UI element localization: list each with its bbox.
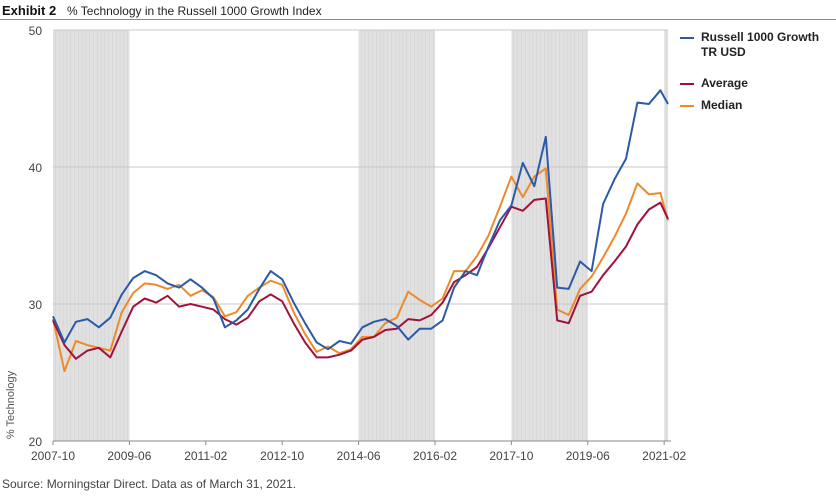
chart-title: % Technology in the Russell 1000 Growth …: [67, 4, 322, 18]
x-tick-label-2007-10: 2007-10: [31, 449, 75, 463]
x-tick-label-2009-06: 2009-06: [107, 449, 151, 463]
chart-legend: Russell 1000 Growth TR USD Average Media…: [678, 28, 828, 118]
x-tick-label-2014-06: 2014-06: [337, 449, 381, 463]
x-tick-label-2016-02: 2016-02: [413, 449, 457, 463]
legend-label-average: Average: [701, 76, 748, 90]
shaded-period-4: [664, 30, 668, 441]
shaded-hatch-2: [360, 30, 434, 441]
x-tick-label-2019-06: 2019-06: [566, 449, 610, 463]
chart-header: Exhibit 2 % Technology in the Russell 10…: [0, 0, 836, 22]
x-tick-label-2021-02: 2021-02: [642, 449, 686, 463]
series-line-average: [52, 197, 669, 360]
y-tick-label-50: 50: [29, 24, 43, 38]
shaded-period-2: [358, 30, 435, 441]
legend-swatch-russell: [680, 37, 694, 39]
legend-label-russell: Russell 1000 Growth TR USD: [701, 30, 820, 59]
y-tick-label-30: 30: [29, 298, 43, 312]
legend-item-median: Median: [678, 96, 828, 118]
series-line-median: [52, 167, 669, 373]
legend-swatch-median: [680, 105, 694, 107]
x-tick-label-2012-10: 2012-10: [260, 449, 304, 463]
shaded-hatch-0: [55, 30, 128, 441]
x-tick-label-2017-10: 2017-10: [489, 449, 533, 463]
legend-label-median: Median: [701, 98, 743, 112]
legend-item-russell: Russell 1000 Growth TR USD: [678, 28, 828, 74]
y-axis-title: % Technology: [5, 370, 17, 439]
x-tick-label-2011-02: 2011-02: [184, 449, 227, 463]
header-rule: [0, 19, 836, 20]
y-tick-label-40: 40: [29, 161, 43, 175]
legend-item-average: Average: [678, 74, 828, 96]
shaded-period-0: [53, 30, 130, 441]
source-note: Source: Morningstar Direct. Data as of M…: [2, 477, 297, 491]
exhibit-label: Exhibit 2: [2, 3, 57, 18]
y-tick-label-20: 20: [29, 435, 43, 449]
series-line-russell: [52, 89, 669, 351]
legend-swatch-average: [680, 83, 694, 85]
shaded-hatch-3: [513, 30, 587, 441]
